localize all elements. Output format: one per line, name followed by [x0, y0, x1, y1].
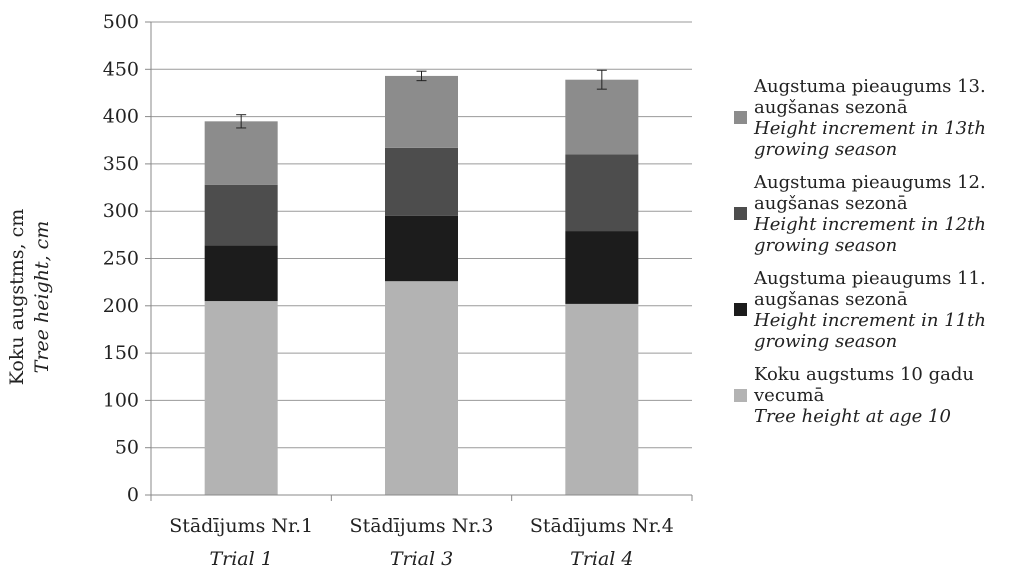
y-tick-label: 350: [103, 153, 139, 175]
x-category-label: Stādījums Nr.3: [350, 515, 494, 537]
legend-label-en: Height increment in 13th growing season: [754, 118, 986, 160]
legend-label-en: Tree height at age 10: [754, 406, 951, 427]
bar-segment: [204, 184, 278, 246]
y-tick-label: 200: [103, 295, 139, 317]
bar-segment: [385, 75, 458, 148]
y-tick-label: 150: [103, 342, 139, 364]
y-tick-label: 100: [103, 389, 139, 411]
legend-swatch: [734, 111, 747, 124]
x-category-labels: Stādījums Nr.1 Trial 1 Stādījums Nr.3 Trial…: [169, 515, 674, 570]
bars: [204, 75, 639, 495]
legend-item: Augstuma pieaugums 12. augšanas sezonā He…: [734, 172, 1014, 256]
y-tick-label: 50: [115, 437, 139, 459]
bar-segment: [565, 154, 639, 232]
bar-segment: [204, 301, 278, 495]
x-category-label-en: Trial 1: [209, 548, 272, 570]
bar-segment: [204, 245, 278, 302]
legend-item: Augstuma pieaugums 11. augšanas sezonā He…: [734, 268, 1014, 352]
legend-swatch: [734, 389, 747, 402]
legend: Augstuma pieaugums 13. augšanas sezonā He…: [734, 76, 1014, 439]
y-tick-label: 300: [103, 200, 139, 222]
legend-label: Augstuma pieaugums 12. augšanas sezonā: [754, 172, 986, 214]
x-category-label: Stādījums Nr.4: [530, 515, 674, 537]
legend-label-en: Height increment in 12th growing season: [754, 214, 986, 256]
y-tick-label: 250: [103, 248, 139, 270]
legend-label: Augstuma pieaugums 11. augšanas sezonā: [754, 268, 986, 310]
bar-segment: [204, 121, 278, 185]
x-category-label: Stādījums Nr.1: [169, 515, 313, 537]
y-tick-label: 0: [127, 484, 139, 506]
x-category-label-en: Trial 4: [570, 548, 633, 570]
axes: [145, 21, 693, 501]
bar-segment: [565, 231, 639, 304]
bar-segment: [385, 215, 458, 282]
bar-segment: [385, 147, 458, 216]
y-tick-label: 400: [103, 106, 139, 128]
y-axis-label-en: Tree height, cm: [31, 221, 53, 374]
y-axis-label: Koku augstms, cm: [6, 209, 28, 386]
x-category-label-en: Trial 3: [390, 548, 453, 570]
legend-item: Augstuma pieaugums 13. augšanas sezonā He…: [734, 76, 1014, 160]
y-tick-label: 500: [103, 11, 139, 33]
legend-swatch: [734, 303, 747, 316]
legend-label: Koku augstums 10 gadu vecumā: [754, 364, 974, 406]
legend-swatch: [734, 207, 747, 220]
bar-segment: [385, 281, 458, 495]
legend-label: Augstuma pieaugums 13. augšanas sezonā: [754, 76, 986, 118]
bar-segment: [565, 79, 639, 155]
bar-segment: [565, 303, 639, 495]
legend-item: Koku augstums 10 gadu vecumā Tree height …: [734, 364, 1014, 427]
y-tick-label: 450: [103, 58, 139, 80]
y-tick-labels: 0 50 100 150 200 250 300 350 400 450 500: [103, 11, 139, 506]
error-bars: [236, 69, 607, 129]
legend-label-en: Height increment in 11th growing season: [754, 310, 986, 352]
